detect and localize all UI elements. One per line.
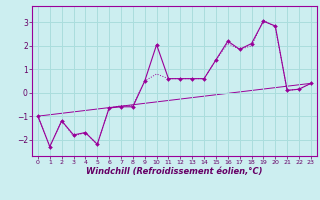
X-axis label: Windchill (Refroidissement éolien,°C): Windchill (Refroidissement éolien,°C) [86, 167, 263, 176]
